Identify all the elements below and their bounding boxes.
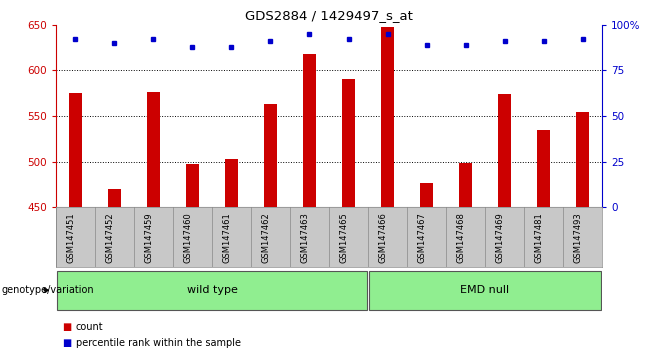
Text: wild type: wild type <box>186 285 238 295</box>
Bar <box>108 189 121 207</box>
Bar <box>497 94 511 207</box>
Text: count: count <box>76 322 103 332</box>
Bar <box>459 163 472 207</box>
Text: GSM147463: GSM147463 <box>301 212 309 263</box>
Text: GSM147468: GSM147468 <box>457 212 466 263</box>
Text: EMD null: EMD null <box>461 285 509 295</box>
Text: GSM147481: GSM147481 <box>534 212 544 263</box>
Text: GSM147469: GSM147469 <box>495 212 505 263</box>
Bar <box>381 27 394 207</box>
Text: GSM147461: GSM147461 <box>222 212 232 263</box>
Bar <box>186 164 199 207</box>
Bar <box>224 159 238 207</box>
Text: GSM147462: GSM147462 <box>261 212 270 263</box>
Text: GSM147452: GSM147452 <box>105 212 114 263</box>
Text: GSM147493: GSM147493 <box>574 212 582 263</box>
Bar <box>147 92 161 207</box>
Bar <box>264 104 277 207</box>
Text: GSM147451: GSM147451 <box>66 212 76 263</box>
Bar <box>303 54 316 207</box>
Bar <box>537 130 550 207</box>
Text: GSM147465: GSM147465 <box>340 212 349 263</box>
Bar <box>342 79 355 207</box>
FancyBboxPatch shape <box>57 271 367 310</box>
Bar <box>576 112 590 207</box>
FancyBboxPatch shape <box>368 271 601 310</box>
Text: GSM147460: GSM147460 <box>184 212 193 263</box>
Bar <box>68 93 82 207</box>
Bar <box>420 183 434 207</box>
Text: ■: ■ <box>63 322 72 332</box>
Text: GSM147459: GSM147459 <box>145 212 153 263</box>
Title: GDS2884 / 1429497_s_at: GDS2884 / 1429497_s_at <box>245 9 413 22</box>
Text: GSM147467: GSM147467 <box>418 212 426 263</box>
Text: GSM147466: GSM147466 <box>378 212 388 263</box>
Text: ■: ■ <box>63 338 72 348</box>
Text: percentile rank within the sample: percentile rank within the sample <box>76 338 241 348</box>
Text: genotype/variation: genotype/variation <box>1 285 94 295</box>
